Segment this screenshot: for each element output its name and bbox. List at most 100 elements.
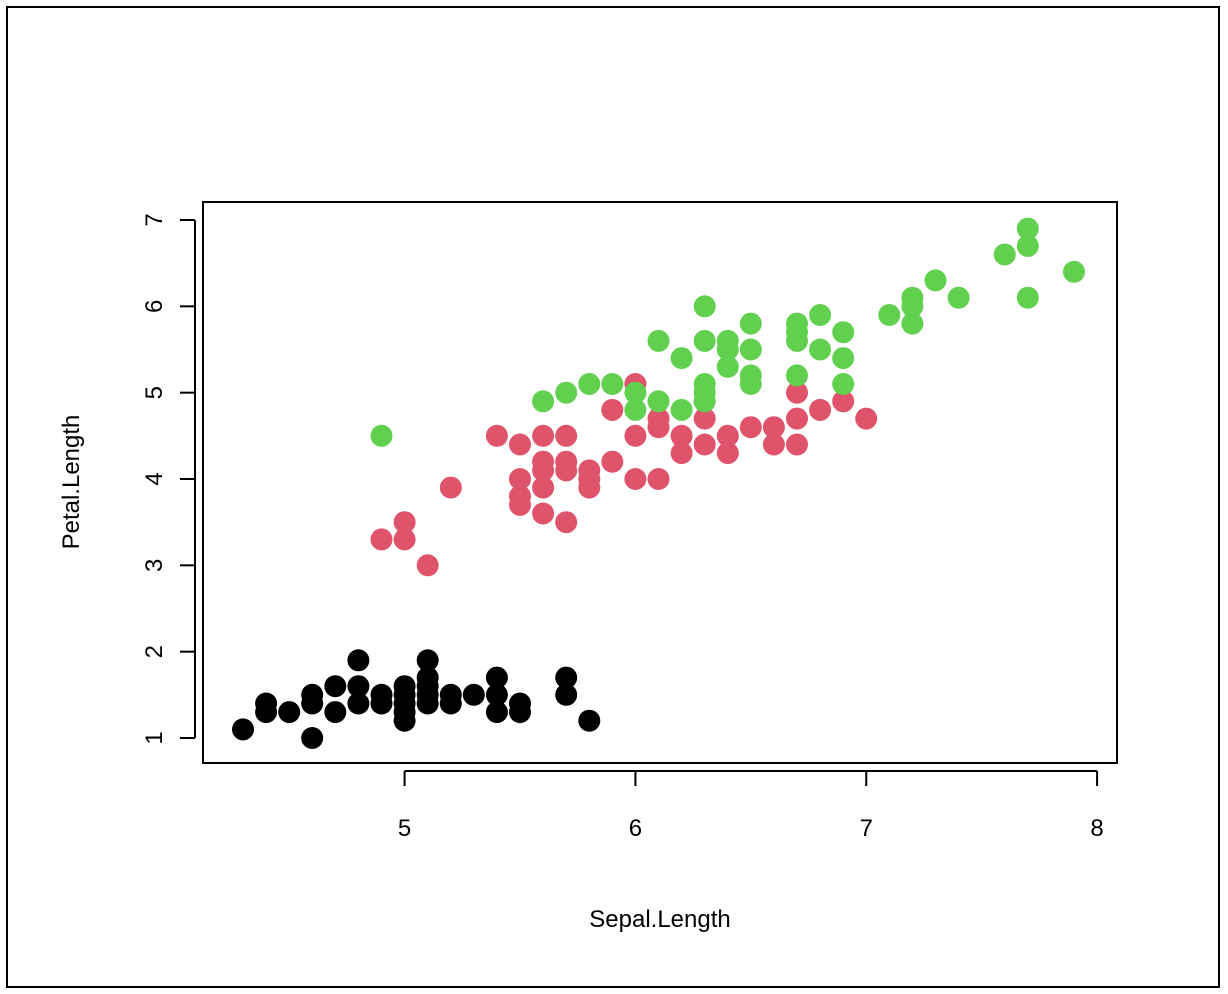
data-point [693, 373, 716, 395]
y-tick-label: 2 [141, 645, 168, 658]
y-tick-label: 6 [141, 300, 168, 313]
data-point [370, 424, 393, 447]
y-axis-title: Petal.Length [58, 415, 85, 550]
x-tick-label: 8 [1090, 815, 1103, 842]
data-point [693, 295, 716, 318]
data-point [601, 450, 624, 473]
x-axis: 5 6 7 8 [398, 770, 1104, 842]
data-point [832, 373, 855, 395]
data-point [624, 468, 647, 490]
data-point [647, 390, 670, 413]
data-point [485, 666, 508, 689]
data-point [347, 692, 370, 715]
data-point [832, 390, 855, 413]
data-point [485, 424, 508, 447]
data-point [947, 286, 970, 309]
figure-frame [6, 6, 1220, 988]
data-point [716, 355, 739, 378]
data-point [624, 398, 647, 421]
plot-area-box [202, 201, 1118, 764]
x-tick-label: 7 [860, 815, 873, 842]
data-point [555, 683, 578, 706]
data-point [693, 407, 716, 430]
data-point [509, 692, 531, 715]
data-point [878, 304, 901, 326]
data-point [647, 468, 670, 490]
y-tick-label: 1 [141, 731, 168, 744]
data-point [416, 554, 439, 577]
data-point [739, 364, 762, 387]
data-point [716, 329, 739, 352]
data-point [670, 398, 693, 421]
data-point [762, 416, 785, 439]
y-tick-label: 7 [141, 213, 168, 226]
y-axis: 1 2 3 4 5 6 7 [141, 213, 196, 745]
x-tick-label: 6 [629, 815, 642, 842]
data-point [301, 683, 324, 706]
data-point [393, 675, 416, 698]
data-point [716, 424, 739, 447]
data-point [601, 398, 624, 421]
x-tick-label: 5 [398, 815, 411, 842]
y-tick-label: 3 [141, 559, 168, 572]
data-point [832, 347, 855, 370]
data-point [555, 511, 578, 534]
data-point [462, 683, 485, 706]
data-point [786, 381, 808, 404]
x-axis-title: Sepal.Length [589, 906, 730, 933]
data-point [555, 424, 578, 447]
data-point [532, 502, 555, 525]
data-point [901, 286, 924, 309]
data-point [416, 649, 439, 672]
data-point [1016, 217, 1039, 240]
data-point [393, 528, 416, 551]
data-point [324, 701, 347, 724]
data-point [670, 347, 693, 370]
data-point [647, 407, 670, 430]
data-point [786, 433, 808, 456]
data-point [786, 407, 808, 430]
data-point [370, 683, 393, 706]
data-point [555, 666, 578, 689]
data-point [993, 243, 1016, 266]
data-point [509, 468, 531, 490]
data-point [693, 433, 716, 456]
data-point [624, 381, 647, 404]
data-point [624, 424, 647, 447]
data-point [1063, 260, 1085, 283]
data-point [555, 450, 578, 473]
data-point [393, 511, 416, 534]
data-point [786, 364, 808, 387]
data-point [255, 692, 278, 715]
data-point [347, 675, 370, 698]
data-point [809, 304, 832, 326]
data-point [809, 398, 832, 421]
data-point [532, 424, 555, 447]
data-point [693, 329, 716, 352]
data-point [578, 373, 601, 395]
data-point [832, 321, 855, 344]
data-point [739, 338, 762, 361]
points-layer [232, 217, 1085, 749]
data-point [855, 407, 878, 430]
data-point [232, 718, 254, 741]
data-point [555, 381, 578, 404]
data-point [301, 727, 324, 749]
data-point [924, 269, 947, 292]
data-point [1016, 286, 1039, 309]
y-tick-label: 5 [141, 386, 168, 399]
data-point [762, 433, 785, 456]
data-point [647, 329, 670, 352]
data-point [901, 312, 924, 335]
data-point [739, 416, 762, 439]
data-point [739, 312, 762, 335]
data-point [324, 675, 347, 698]
data-point [532, 450, 555, 473]
data-point [809, 338, 832, 361]
data-point [509, 433, 531, 456]
data-point [509, 485, 531, 508]
data-point [439, 683, 462, 706]
data-point [578, 459, 601, 482]
data-point [439, 476, 462, 499]
